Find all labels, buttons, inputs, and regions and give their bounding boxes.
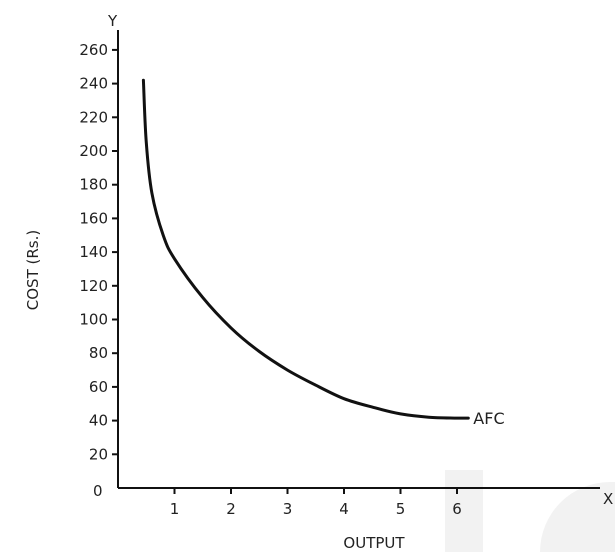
y-tick-label: 20 [89,445,108,463]
y-tick-label: 240 [79,75,108,93]
y-tick-label: 160 [79,209,108,227]
y-tick-label: 260 [79,41,108,59]
series-group: AFC [141,78,505,428]
y-tick-label: 140 [79,243,108,261]
y-tick-label: 100 [79,311,108,329]
x-ticks: 1 2 3 4 5 6 [170,488,462,518]
y-axis-title: COST (Rs.) [24,230,42,310]
y-ticks: 20 40 60 80 100 120 140 160 180 200 220 240 260 [79,41,118,463]
y-tick-label: 80 [89,344,108,362]
y-tick-label: 180 [79,176,108,194]
afc-curve-label: AFC [473,409,504,428]
x-tick-label: 2 [226,500,236,518]
origin-label: 0 [93,482,103,500]
y-tick-label: 120 [79,277,108,295]
afc-curve [141,78,470,420]
x-axis-title: OUTPUT [343,534,405,552]
y-tick-label: 60 [89,378,108,396]
y-tick-label: 40 [89,412,108,430]
x-tick-label: 5 [396,500,406,518]
y-axis-letter: Y [107,12,118,30]
x-tick-label: 1 [170,500,180,518]
x-tick-label: 6 [452,500,462,518]
y-tick-label: 200 [79,142,108,160]
y-tick-label: 220 [79,108,108,126]
x-tick-label: 3 [283,500,293,518]
x-tick-label: 4 [339,500,349,518]
watermark [445,470,615,552]
x-axis-letter: X [603,490,613,508]
